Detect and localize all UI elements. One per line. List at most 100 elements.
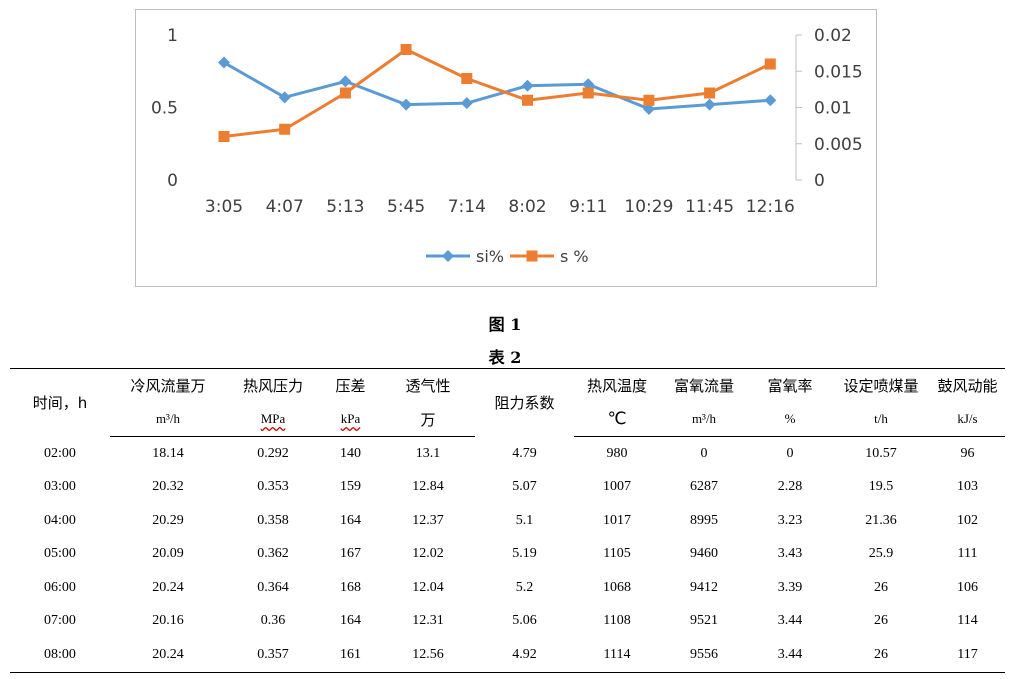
x-tick-label: 11:45 xyxy=(685,197,734,217)
table-cell: 4.79 xyxy=(512,445,537,461)
table-cell: 3.43 xyxy=(777,546,803,562)
legend-text-s: s % xyxy=(560,247,589,266)
table-cell: 20.24 xyxy=(110,638,226,673)
unit-oxygen-rate: % xyxy=(748,402,832,437)
table-cell: 26 xyxy=(874,579,888,595)
series-line-si xyxy=(223,61,771,111)
y-right-tick-label: 0.015 xyxy=(814,62,863,82)
table-cell: 980 xyxy=(606,445,628,461)
table-cell: 12.37 xyxy=(412,512,444,528)
table-cell: 13.1 xyxy=(415,445,441,461)
table-cell: 26 xyxy=(874,613,888,629)
table-cell: 0.362 xyxy=(257,546,289,562)
table-cell: 21.36 xyxy=(865,512,897,528)
header-oxygen-rate: 富氧率 xyxy=(748,368,832,402)
x-tick-label: 5:13 xyxy=(326,197,364,217)
header-blast-energy: 鼓风动能 xyxy=(930,368,1005,402)
header-cold-air-flow: 冷风流量万 xyxy=(110,368,226,402)
table-cell: 1114 xyxy=(574,638,660,673)
table-cell: 26 xyxy=(832,638,930,673)
table-cell: 10.57 xyxy=(865,445,897,461)
table-cell: 08:00 xyxy=(10,638,110,673)
table-cell: 5.2 xyxy=(515,579,534,595)
y-left-tick-label: 0 xyxy=(167,171,178,191)
table-cell: 96 xyxy=(960,445,975,461)
table-cell: 0.358 xyxy=(257,512,289,528)
x-tick-label: 4:07 xyxy=(266,197,304,217)
table-cell: 3.44 xyxy=(777,613,803,629)
table-cell: 8995 xyxy=(690,512,718,528)
table-cell: 02:00 xyxy=(44,445,76,461)
data-point-si xyxy=(218,56,230,69)
table-cell: 20.16 xyxy=(152,613,184,629)
table-cell: 05:00 xyxy=(44,546,76,562)
legend-text-si: si% xyxy=(476,247,504,266)
table-cell: 4.92 xyxy=(475,638,574,673)
table-cell: 0.353 xyxy=(257,479,289,495)
table-row: 07:00 20.16 0.36 164 12.31 5.06 1108 9521 3.44 26… xyxy=(10,605,1005,639)
table-cell: 20.09 xyxy=(152,546,184,562)
table-cell: 1007 xyxy=(603,479,631,495)
table-row: 06:00 20.24 0.364 168 12.04 5.2 1068 9412 3.39 26… xyxy=(10,571,1005,605)
unit-blast-energy: kJ/s xyxy=(930,402,1005,437)
table-cell: 1108 xyxy=(603,613,631,629)
table-cell: 18.14 xyxy=(152,445,184,461)
table-cell: 164 xyxy=(340,613,361,629)
table-row: 05:00 20.09 0.362 167 12.02 5.19 1105 9460 3.43 2… xyxy=(10,538,1005,572)
table-cell: 0.364 xyxy=(257,579,289,595)
data-point-si xyxy=(764,94,777,107)
header-resistance: 阻力系数 xyxy=(475,368,574,437)
table-cell: 12.31 xyxy=(412,613,444,629)
unit-kpa: kPa xyxy=(340,411,361,426)
header-oxygen-flow: 富氧流量 xyxy=(660,368,748,402)
x-tick-label: 8:02 xyxy=(508,197,546,217)
data-point-si xyxy=(278,91,291,104)
table-cell: 03:00 xyxy=(44,479,76,495)
y-left-tick-label: 0.5 xyxy=(151,99,178,119)
data-point-s xyxy=(643,94,655,106)
y-right-tick-label: 0.005 xyxy=(814,135,863,155)
data-point-si xyxy=(339,75,352,88)
y-right-tick-label: 0.02 xyxy=(814,26,852,46)
data-point-si xyxy=(582,78,595,91)
header-permeability: 透气性 xyxy=(381,368,475,402)
table-cell: 159 xyxy=(340,479,361,495)
x-tick-label: 3:05 xyxy=(205,197,243,217)
table-cell: 114 xyxy=(957,613,978,629)
header-time: 时间，h xyxy=(10,368,110,437)
y-right-tick-label: 0.01 xyxy=(814,99,852,119)
table-cell: 9412 xyxy=(690,579,718,595)
table-cell: 140 xyxy=(340,445,361,461)
x-tick-label: 12:16 xyxy=(746,197,795,217)
table-cell: 0.292 xyxy=(257,445,289,461)
table-cell: 5.07 xyxy=(512,479,537,495)
table-cell: 0 xyxy=(700,445,708,461)
header-hot-air-pressure: 热风压力 xyxy=(226,368,320,402)
table-cell: 12.84 xyxy=(412,479,444,495)
data-point-si xyxy=(460,97,473,110)
table-cell: 103 xyxy=(957,479,978,495)
header-pressure-diff: 压差 xyxy=(320,368,381,402)
table-row: 04:00 20.29 0.358 164 12.37 5.1 1017 8995 3.23 21… xyxy=(10,504,1005,538)
table-cell: 3.39 xyxy=(777,579,803,595)
table-cell: 20.32 xyxy=(152,479,184,495)
header-coal-injection: 设定喷煤量 xyxy=(832,368,930,402)
header-hot-air-temp: 热风温度 xyxy=(574,368,660,402)
table-cell: 9460 xyxy=(690,546,718,562)
data-point-s xyxy=(400,44,412,55)
table-cell: 1017 xyxy=(603,512,631,528)
data-point-si xyxy=(642,102,655,115)
unit-hot-air-temp: ℃ xyxy=(574,402,660,437)
table-cell: 102 xyxy=(957,512,978,528)
table-cell: 3.23 xyxy=(777,512,803,528)
data-point-s xyxy=(522,94,533,106)
data-point-s xyxy=(764,58,776,70)
data-point-si xyxy=(703,98,716,111)
table-cell: 9521 xyxy=(690,613,718,629)
data-point-s xyxy=(279,123,291,135)
figure-caption: 图 1 xyxy=(488,315,522,334)
table-cell: 0.36 xyxy=(260,613,286,629)
x-tick-label: 10:29 xyxy=(624,197,673,217)
table-cell: 12.56 xyxy=(381,638,475,673)
series-line-s xyxy=(223,48,771,138)
